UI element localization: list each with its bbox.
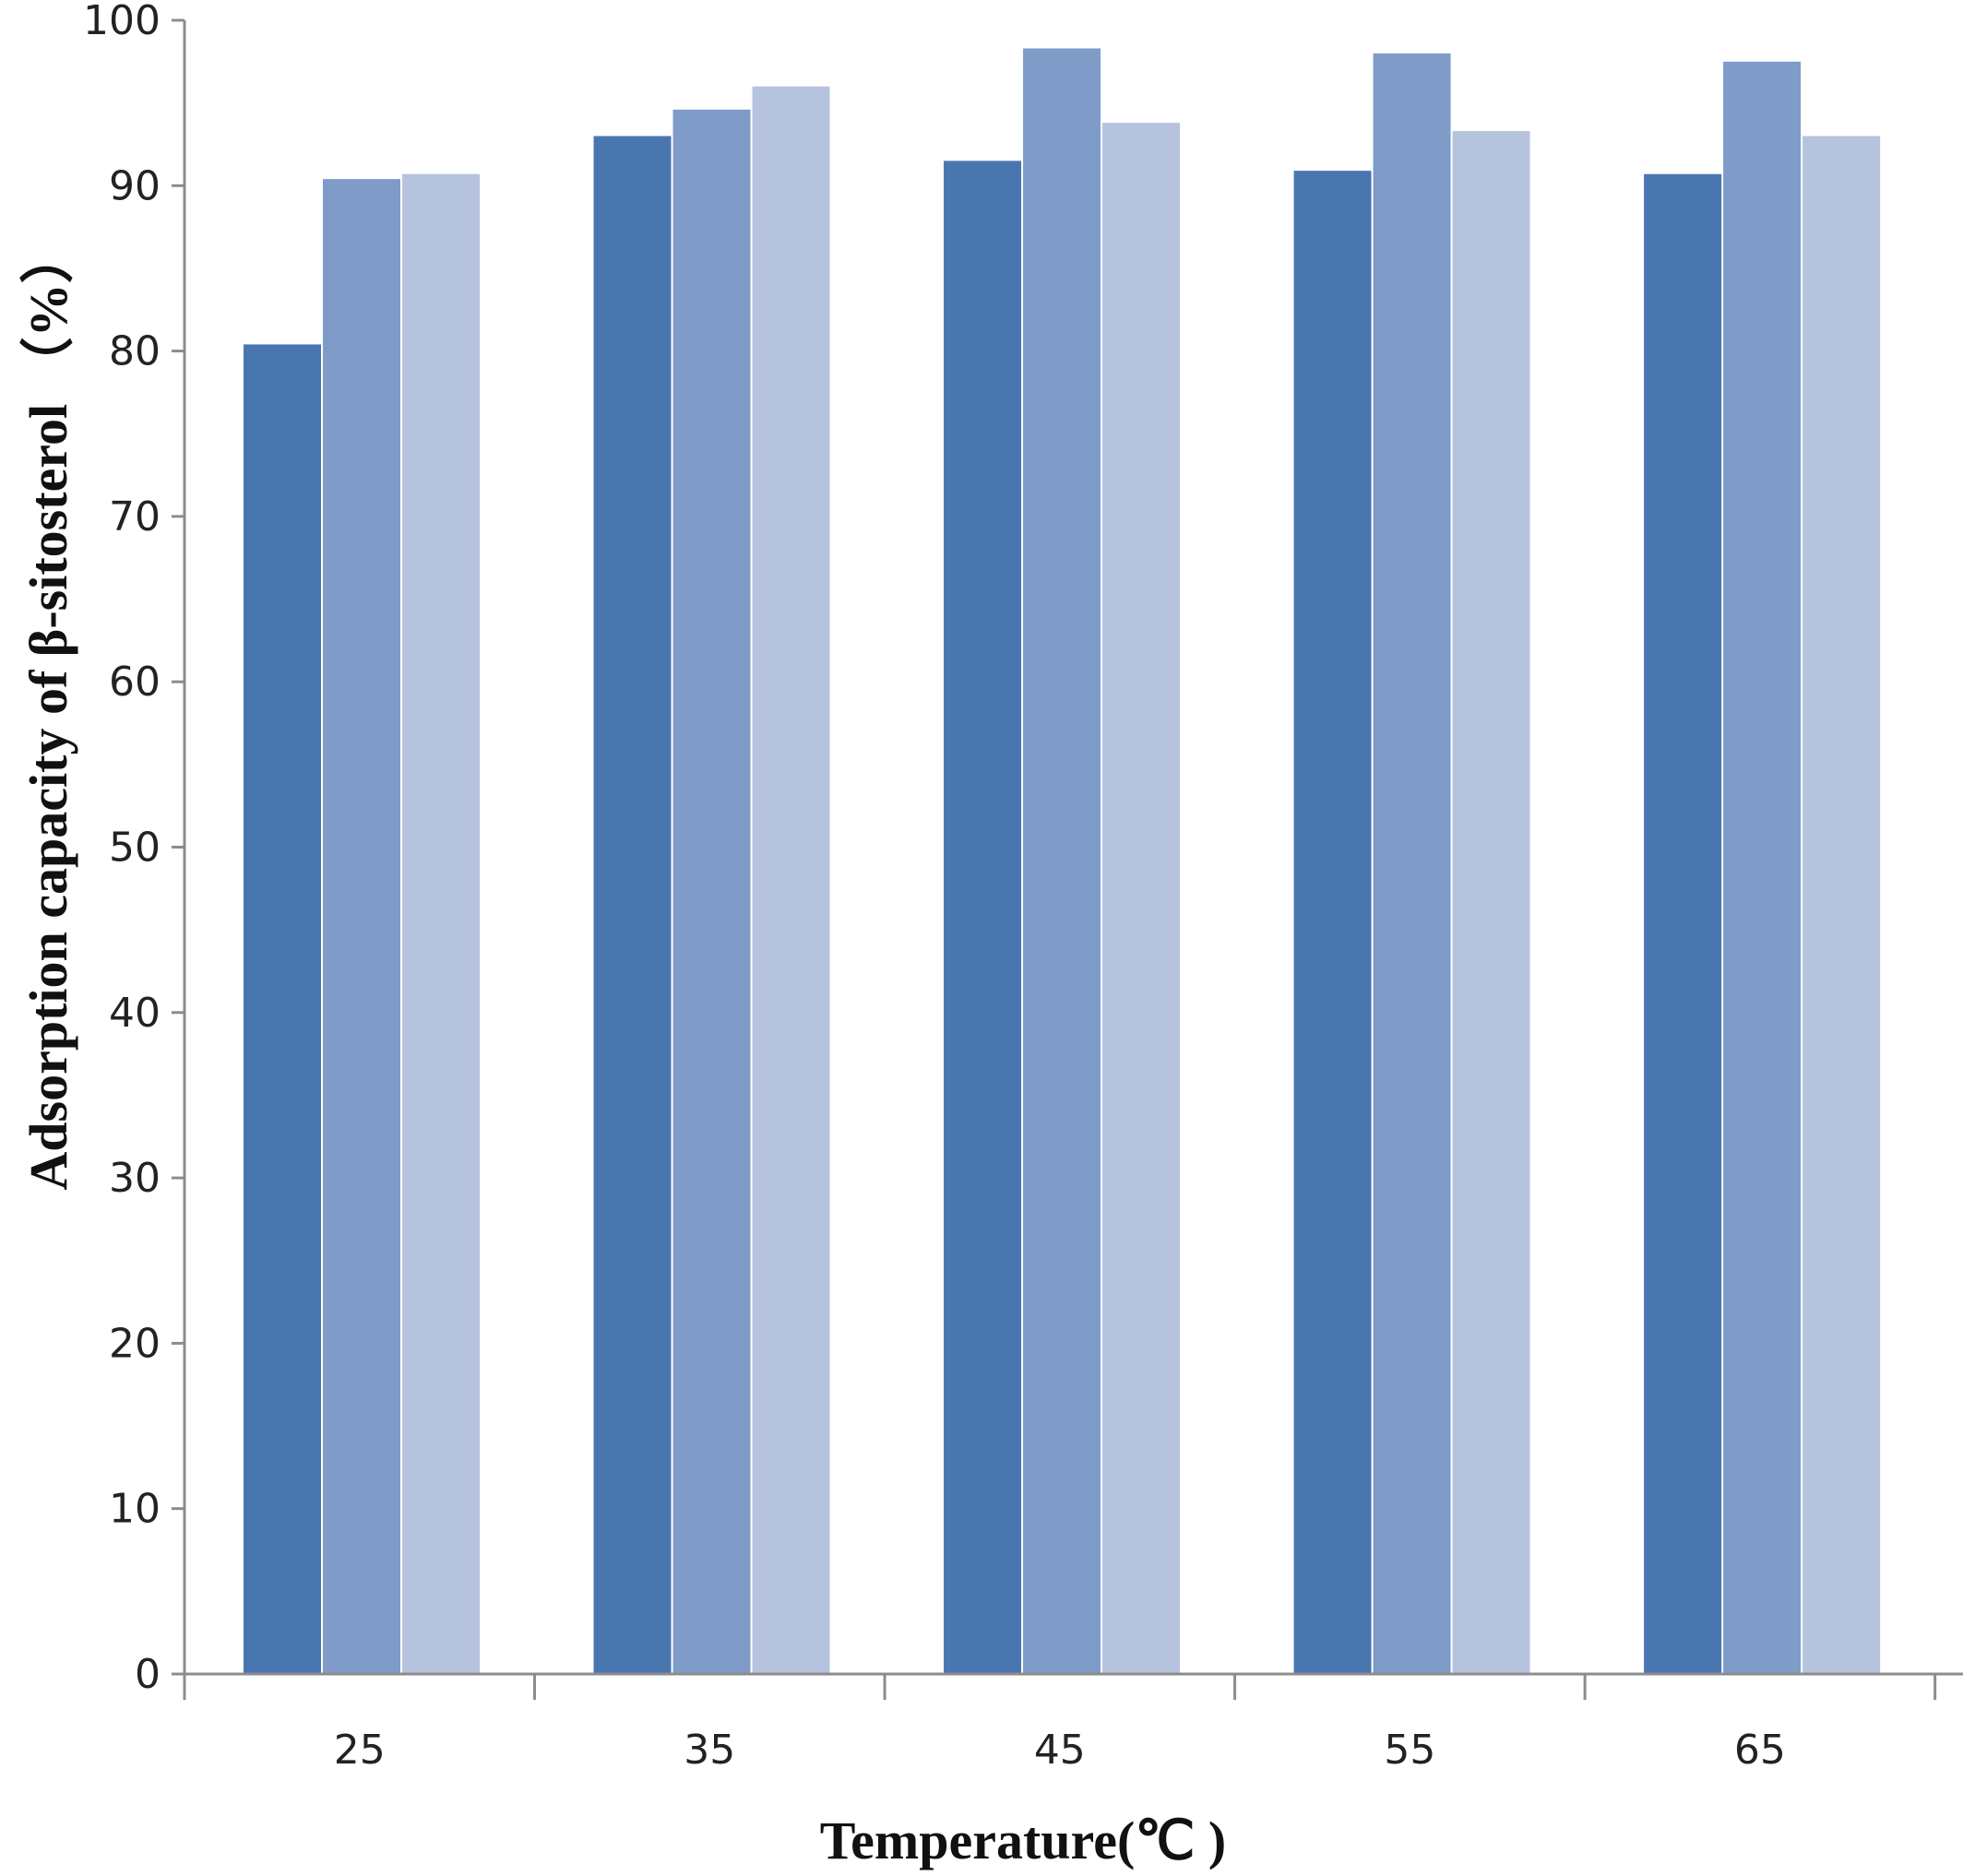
y-axis-title: Adsorption capacity of β-sitosterol （%） xyxy=(18,230,78,1190)
bar-55-s1 xyxy=(1293,171,1372,1675)
bar-65-s1 xyxy=(1644,173,1722,1674)
bar-55-s3 xyxy=(1452,131,1530,1675)
y-tick-label: 80 xyxy=(109,328,161,375)
bars-group xyxy=(244,48,1881,1675)
bar-25-s2 xyxy=(323,179,400,1674)
x-tick-label: 45 xyxy=(1034,1727,1086,1774)
y-tick-label: 40 xyxy=(109,990,161,1037)
bar-35-s2 xyxy=(672,109,751,1674)
bar-35-s3 xyxy=(752,86,830,1675)
y-tick-label: 0 xyxy=(135,1651,161,1698)
bar-45-s1 xyxy=(944,160,1022,1674)
x-tick-label: 35 xyxy=(684,1727,735,1774)
y-ticks-group: 0 10 20 30 40 50 60 70 80 90 100 xyxy=(83,0,184,1698)
y-tick-label: 70 xyxy=(109,493,161,540)
bar-65-s2 xyxy=(1723,61,1802,1675)
bar-65-s3 xyxy=(1802,136,1881,1674)
x-tick-label: 55 xyxy=(1384,1727,1435,1774)
y-tick-label: 90 xyxy=(109,162,161,209)
y-tick-label: 50 xyxy=(109,825,161,872)
bar-55-s2 xyxy=(1373,53,1451,1675)
y-tick-label: 100 xyxy=(83,0,161,44)
y-tick-label: 20 xyxy=(109,1320,161,1367)
bar-45-s2 xyxy=(1023,48,1101,1675)
bar-25-s3 xyxy=(402,173,480,1674)
y-tick-label: 60 xyxy=(109,659,161,706)
x-tick-label: 65 xyxy=(1734,1727,1786,1774)
y-tick-label: 30 xyxy=(109,1155,161,1202)
x-axis-title: Temperature(℃ ) xyxy=(820,1811,1226,1870)
bar-25-s1 xyxy=(244,344,321,1675)
bar-45-s3 xyxy=(1102,123,1181,1674)
y-tick-label: 10 xyxy=(109,1486,161,1533)
x-ticks-group: 25 35 45 55 65 xyxy=(183,1674,1937,1774)
bar-35-s1 xyxy=(593,136,672,1674)
x-tick-label: 25 xyxy=(334,1727,386,1774)
